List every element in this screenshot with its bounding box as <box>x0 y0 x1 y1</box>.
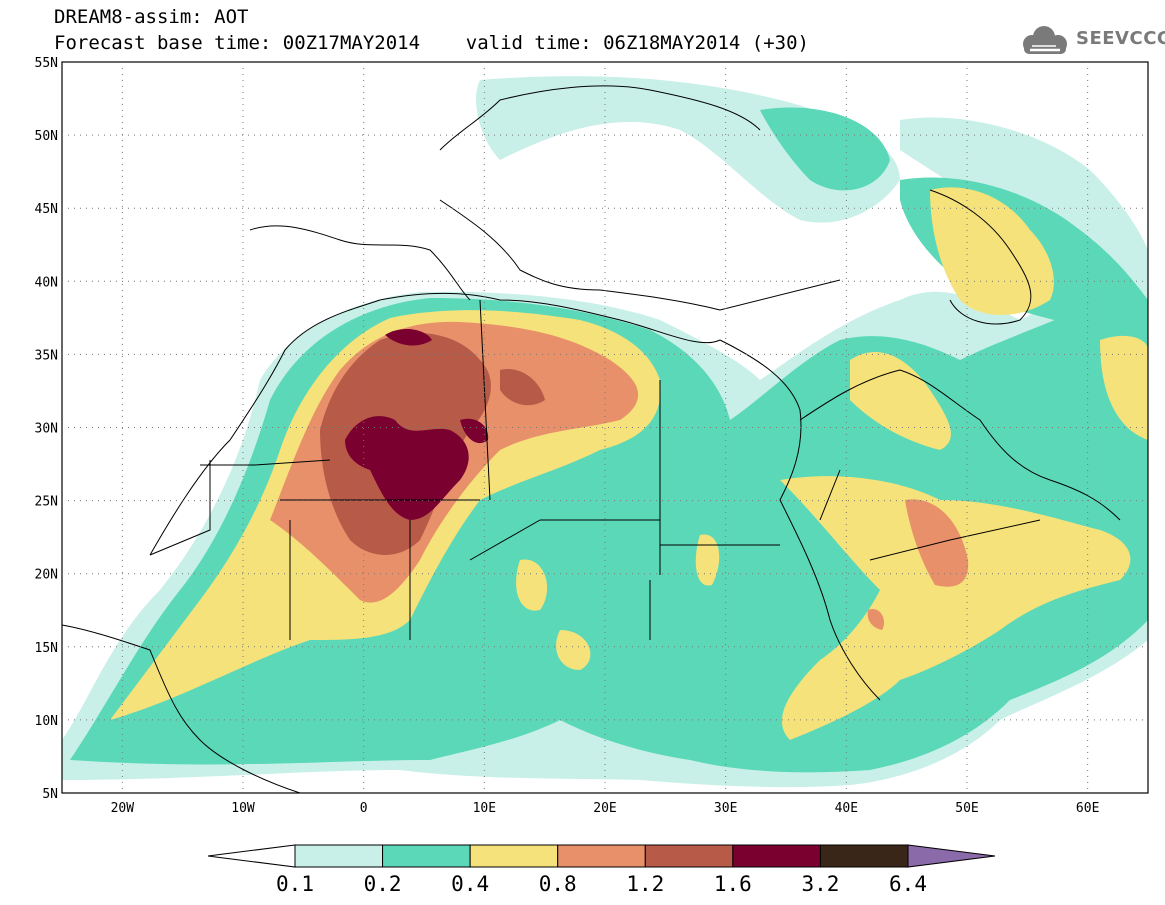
aot-layer-1-6 <box>345 328 489 520</box>
dotted-grid <box>62 62 1148 793</box>
lon-tick-label: 10E <box>473 801 496 816</box>
colorbar-box <box>469 844 559 868</box>
latitude-tick-labels: 55N 50N 45N 40N 35N 30N 25N 20N 15N 10N 5N <box>35 56 58 802</box>
lon-tick-label: 0 <box>360 801 368 816</box>
colorbar-label: 0.1 <box>276 872 314 896</box>
lon-tick-label: 40E <box>835 801 858 816</box>
lat-tick-label: 30N <box>35 422 58 437</box>
colorbar-box <box>294 844 384 868</box>
colorbar-label: 1.2 <box>626 872 665 896</box>
colorbar-label: 3.2 <box>801 872 840 896</box>
colorbar-lower-extension <box>207 844 296 868</box>
lat-tick-label: 45N <box>35 202 58 217</box>
cloud-logo-icon <box>1023 26 1067 54</box>
colorbar <box>207 844 996 868</box>
colorbar-box <box>644 844 734 868</box>
lat-tick-label: 50N <box>35 129 58 144</box>
lon-tick-label: 10W <box>231 801 255 816</box>
colorbar-box <box>819 844 909 868</box>
lat-tick-label: 40N <box>35 275 58 290</box>
colorbar-label: 0.4 <box>451 872 490 896</box>
lat-tick-label: 25N <box>35 495 58 510</box>
colorbar-label: 6.4 <box>889 872 927 896</box>
lon-tick-label: 50E <box>955 801 978 816</box>
chart-title: DREAM8-assim: AOT <box>54 6 249 28</box>
lat-tick-label: 10N <box>35 714 58 729</box>
lon-tick-label: 20W <box>111 801 135 816</box>
lon-tick-label: 20E <box>593 801 616 816</box>
colorbar-label: 1.6 <box>713 872 752 896</box>
colorbar-label: 0.8 <box>538 872 577 896</box>
colorbar-box <box>382 844 471 868</box>
lat-tick-label: 15N <box>35 641 58 656</box>
lat-tick-label: 55N <box>35 56 58 71</box>
lat-tick-label: 20N <box>35 568 58 583</box>
longitude-tick-labels: 20W 10W 0 10E 20E 30E 40E 50E 60E <box>111 801 1100 816</box>
colorbar-box <box>732 844 821 868</box>
colorbar-box <box>557 844 646 868</box>
colorbar-label: 0.2 <box>363 872 402 896</box>
lat-tick-label: 35N <box>35 348 58 363</box>
lon-tick-label: 60E <box>1076 801 1099 816</box>
lat-tick-label: 5N <box>42 787 58 802</box>
colorbar-upper-extension <box>907 844 996 868</box>
lon-tick-label: 30E <box>714 801 737 816</box>
forecast-time-line: Forecast base time: 00Z17MAY2014 valid t… <box>54 32 809 54</box>
logo-text: SEEVCCC <box>1076 28 1165 49</box>
